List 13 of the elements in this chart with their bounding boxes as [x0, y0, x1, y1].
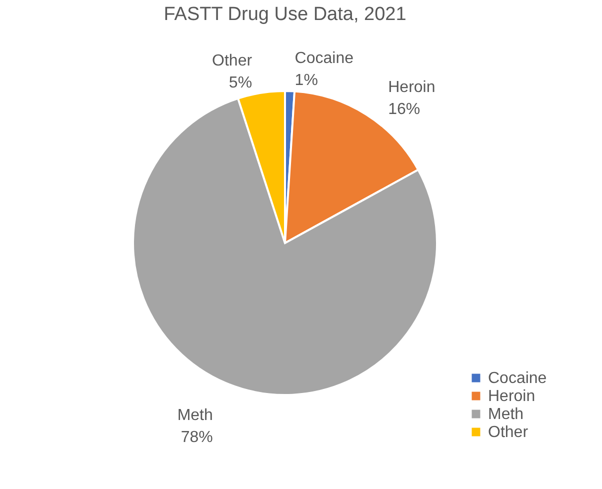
legend-label: Meth [488, 406, 524, 423]
data-label: 1% [294, 72, 318, 90]
legend-label: Heroin [488, 388, 536, 405]
slice-label: Meth [177, 407, 213, 424]
legend-label: Other [488, 424, 529, 441]
data-label: 5% [228, 74, 252, 92]
slice-label: Other [212, 52, 253, 70]
slice-label: Cocaine [294, 50, 354, 68]
slice-label: Heroin [388, 78, 436, 96]
data-label: 78% [180, 429, 213, 446]
chart-title: FASTT Drug Use Data, 2021 [164, 4, 406, 25]
legend-label: Cocaine [488, 370, 547, 387]
data-label: 16% [388, 100, 420, 118]
